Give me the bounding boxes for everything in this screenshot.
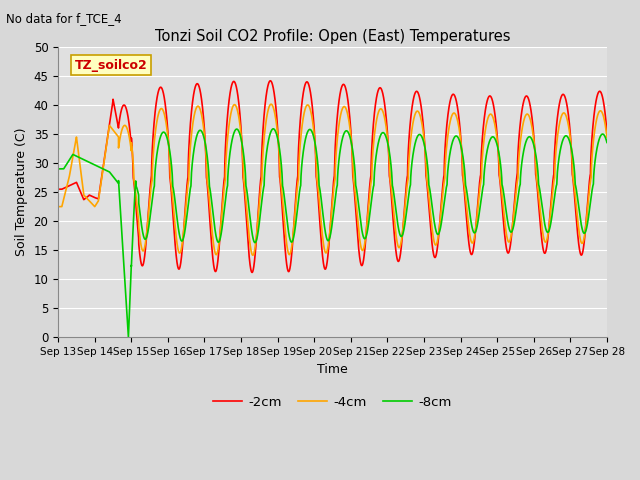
- -8cm: [54, 166, 62, 172]
- Legend: -2cm, -4cm, -8cm: -2cm, -4cm, -8cm: [208, 390, 457, 414]
- -4cm: [249, 252, 257, 258]
- -8cm: [162, 132, 170, 137]
- -8cm: [574, 198, 582, 204]
- Line: -8cm: -8cm: [58, 129, 607, 337]
- -2cm: [603, 130, 611, 135]
- -4cm: [87, 200, 95, 205]
- -8cm: [87, 160, 95, 166]
- -8cm: [323, 235, 330, 241]
- -2cm: [248, 270, 256, 276]
- -2cm: [323, 263, 330, 269]
- -4cm: [603, 134, 611, 140]
- Text: No data for f_TCE_4: No data for f_TCE_4: [6, 12, 122, 25]
- Y-axis label: Soil Temperature (C): Soil Temperature (C): [15, 128, 28, 256]
- Line: -2cm: -2cm: [58, 81, 607, 273]
- -8cm: [57, 166, 65, 172]
- -2cm: [266, 78, 274, 84]
- -4cm: [574, 219, 582, 225]
- -2cm: [87, 193, 95, 199]
- -4cm: [77, 169, 84, 175]
- -4cm: [57, 204, 65, 210]
- -2cm: [54, 186, 62, 192]
- Title: Tonzi Soil CO2 Profile: Open (East) Temperatures: Tonzi Soil CO2 Profile: Open (East) Temp…: [155, 29, 510, 44]
- -2cm: [57, 186, 65, 192]
- -8cm: [125, 334, 132, 340]
- X-axis label: Time: Time: [317, 362, 348, 375]
- -2cm: [77, 190, 84, 196]
- -8cm: [77, 156, 84, 161]
- -4cm: [323, 250, 330, 255]
- -2cm: [162, 105, 170, 111]
- -4cm: [162, 118, 170, 124]
- -8cm: [603, 140, 611, 145]
- Text: TZ_soilco2: TZ_soilco2: [75, 59, 147, 72]
- Line: -4cm: -4cm: [58, 104, 607, 255]
- -4cm: [54, 204, 62, 210]
- -8cm: [269, 126, 277, 132]
- -4cm: [268, 101, 275, 107]
- -2cm: [574, 234, 582, 240]
